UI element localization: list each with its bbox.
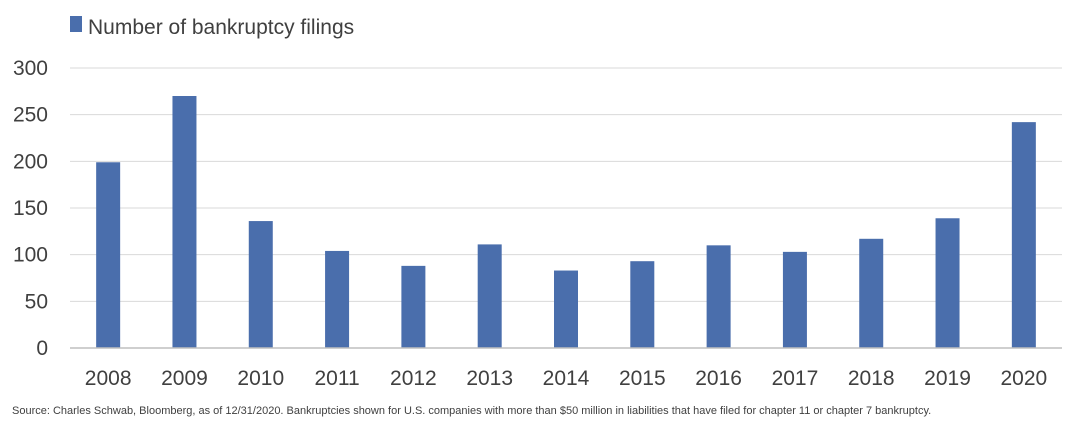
y-tick-label: 150	[13, 197, 48, 220]
x-tick-label-2011: 2011	[314, 367, 359, 390]
bar-2012	[401, 265, 426, 348]
x-tick-label-2018: 2018	[848, 367, 895, 390]
y-tick-label: 50	[25, 290, 48, 313]
gridlines	[70, 67, 1062, 302]
legend: Number of bankruptcy filings	[70, 16, 354, 39]
legend-label: Number of bankruptcy filings	[88, 16, 354, 39]
x-tick-label-2014: 2014	[543, 367, 590, 390]
bar-2014	[554, 270, 578, 348]
legend-swatch	[70, 16, 82, 32]
bar-chart: Number of bankruptcy filings 0 50 100 150 20…	[13, 16, 1062, 390]
bars	[96, 96, 1036, 348]
bar-2018	[859, 238, 884, 348]
x-tick-label-2010: 2010	[237, 367, 284, 390]
x-tick-label-2017: 2017	[772, 367, 819, 390]
x-tick-label-2020: 2020	[1000, 367, 1047, 390]
y-tick-label: 200	[13, 150, 48, 173]
x-tick-label-2015: 2015	[619, 367, 666, 390]
x-tick-label-2012: 2012	[390, 367, 437, 390]
source-note: Source: Charles Schwab, Bloomberg, as of…	[12, 405, 932, 417]
y-axis-ticks: 0 50 100 150 200 250 300	[13, 57, 48, 360]
x-tick-label-2013: 2013	[466, 367, 513, 390]
bar-2015	[630, 261, 655, 348]
bar-2010	[248, 221, 273, 348]
x-axis-ticks: 2008 2009 2010 2011 2012 2013 2014 2015 2016 2017…	[85, 367, 1047, 390]
y-tick-label: 250	[13, 104, 48, 127]
bar-2020	[1011, 122, 1036, 348]
y-tick-label: 300	[13, 57, 48, 80]
bar-2016	[706, 245, 731, 348]
x-tick-label-2008: 2008	[85, 367, 132, 390]
bar-2011	[325, 250, 350, 348]
bar-2013	[477, 244, 502, 348]
x-tick-label-2009: 2009	[161, 367, 208, 390]
y-tick-label: 100	[13, 244, 48, 267]
bar-2008	[96, 162, 121, 348]
x-tick-label-2019: 2019	[924, 367, 971, 390]
y-tick-label: 0	[36, 337, 48, 360]
bar-2009	[172, 96, 197, 348]
bar-2019	[935, 218, 960, 348]
bar-2017	[782, 251, 807, 348]
x-tick-label-2016: 2016	[695, 367, 742, 390]
